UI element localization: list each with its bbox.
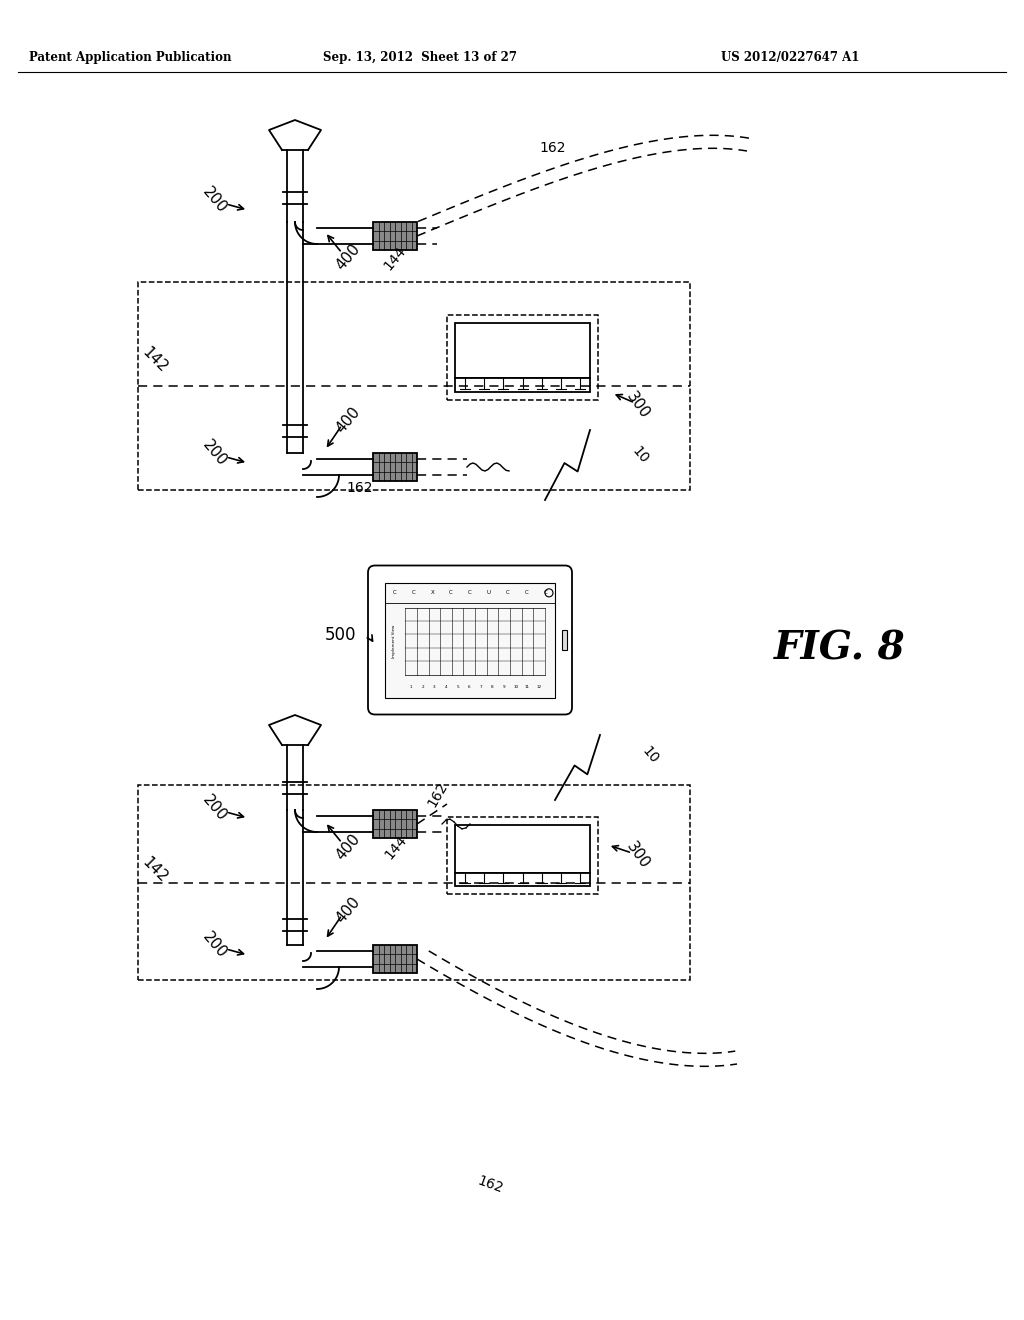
- Text: 3: 3: [433, 685, 436, 689]
- Bar: [373, 222, 417, 249]
- Bar: [373, 810, 417, 838]
- Bar: [562, 630, 567, 649]
- Bar: [455, 378, 590, 392]
- Text: 12: 12: [537, 685, 542, 689]
- Text: C: C: [544, 590, 548, 595]
- Text: C: C: [468, 590, 472, 595]
- Bar: [138, 785, 690, 979]
- Bar: [385, 582, 555, 697]
- Text: 400: 400: [333, 832, 364, 863]
- Text: 400: 400: [333, 404, 364, 436]
- Text: X: X: [430, 590, 434, 595]
- Text: 200: 200: [200, 183, 230, 216]
- Text: 4: 4: [444, 685, 447, 689]
- FancyBboxPatch shape: [368, 565, 572, 714]
- Text: C: C: [524, 590, 528, 595]
- Text: 6: 6: [468, 685, 471, 689]
- Bar: [373, 453, 417, 480]
- Text: 10: 10: [629, 444, 651, 466]
- Text: 200: 200: [200, 792, 230, 824]
- Text: 142: 142: [139, 854, 171, 886]
- Text: 9: 9: [503, 685, 506, 689]
- Text: C: C: [412, 590, 415, 595]
- Text: 200: 200: [200, 929, 230, 961]
- Text: 162: 162: [475, 1173, 505, 1196]
- Text: 11: 11: [525, 685, 529, 689]
- Text: C: C: [450, 590, 453, 595]
- Bar: [455, 825, 590, 873]
- Bar: [455, 873, 590, 886]
- Text: 500: 500: [325, 626, 355, 644]
- Text: Sep. 13, 2012  Sheet 13 of 27: Sep. 13, 2012 Sheet 13 of 27: [323, 51, 517, 65]
- Text: 8: 8: [492, 685, 494, 689]
- Text: 1: 1: [410, 685, 413, 689]
- Text: 5: 5: [457, 685, 459, 689]
- Text: U: U: [486, 590, 490, 595]
- Text: 7: 7: [479, 685, 482, 689]
- Text: 300: 300: [624, 389, 652, 421]
- Text: 162: 162: [540, 141, 566, 154]
- Text: 10: 10: [639, 743, 662, 766]
- Text: 10: 10: [513, 685, 518, 689]
- Text: 144: 144: [382, 833, 410, 862]
- Bar: [138, 282, 690, 490]
- Text: Implement View: Implement View: [392, 624, 396, 657]
- Bar: [447, 315, 598, 400]
- Text: C: C: [506, 590, 510, 595]
- Text: US 2012/0227647 A1: US 2012/0227647 A1: [721, 51, 859, 65]
- Text: 200: 200: [200, 437, 230, 469]
- Text: FIG. 8: FIG. 8: [774, 630, 906, 667]
- Text: 144: 144: [381, 243, 409, 273]
- Text: 162: 162: [425, 780, 451, 810]
- Text: 162: 162: [347, 480, 374, 495]
- Text: 400: 400: [333, 894, 364, 925]
- Text: 400: 400: [333, 242, 364, 273]
- Bar: [447, 817, 598, 894]
- Text: Patent Application Publication: Patent Application Publication: [29, 51, 231, 65]
- Text: 142: 142: [139, 345, 171, 375]
- Bar: [373, 945, 417, 973]
- Text: 2: 2: [422, 685, 424, 689]
- Text: C: C: [392, 590, 396, 595]
- Bar: [455, 323, 590, 378]
- Text: 300: 300: [624, 838, 652, 871]
